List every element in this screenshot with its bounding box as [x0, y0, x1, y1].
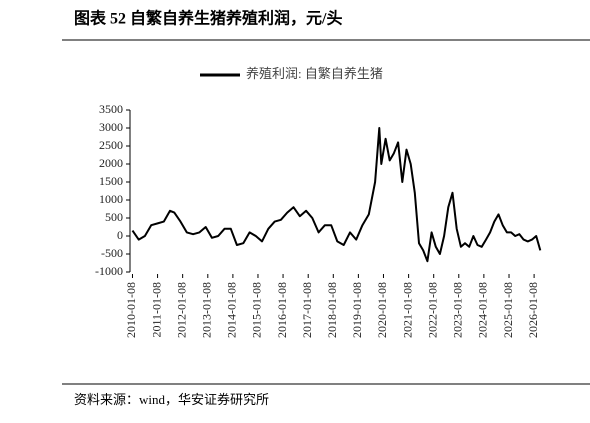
x-tick-label: 2010-01-08: [124, 282, 138, 338]
y-tick-label: 500: [105, 210, 123, 224]
x-tick-label: 2012-01-08: [174, 282, 188, 338]
chart-title: 图表 52 自繁自养生猪养殖利润，元/头: [74, 9, 342, 28]
y-tick-label: 0: [117, 228, 123, 242]
x-tick-label: 2013-01-08: [200, 282, 214, 338]
series-line: [131, 127, 542, 263]
x-tick-label: 2011-01-08: [149, 282, 163, 338]
y-tick-label: 2000: [99, 156, 123, 170]
x-tick-label: 2019-01-08: [350, 282, 364, 338]
y-tick-label: 1500: [99, 174, 123, 188]
x-tick-label: 2020-01-08: [375, 282, 389, 338]
y-tick-label: -500: [101, 246, 123, 260]
x-tick-label: 2021-01-08: [400, 282, 414, 338]
legend-label: 养殖利润: 自繁自养生猪: [246, 66, 383, 81]
y-tick-label: 1000: [99, 192, 123, 206]
x-tick-label: 2024-01-08: [476, 282, 490, 338]
y-tick-label: 3500: [99, 102, 123, 116]
y-tick-label: 3000: [99, 120, 123, 134]
x-tick-label: 2017-01-08: [300, 282, 314, 338]
source: 资料来源：wind，华安证券研究所: [74, 392, 269, 407]
x-tick-label: 2015-01-08: [250, 282, 264, 338]
x-tick-label: 2018-01-08: [325, 282, 339, 338]
x-tick-label: 2023-01-08: [451, 282, 465, 338]
x-tick-label: 2016-01-08: [275, 282, 289, 338]
x-tick-label: 2026-01-08: [526, 282, 540, 338]
x-tick-label: 2025-01-08: [501, 282, 515, 338]
y-tick-label: -1000: [95, 264, 123, 278]
x-tick-label: 2014-01-08: [225, 282, 239, 338]
x-tick-label: 2022-01-08: [425, 282, 439, 338]
y-tick-label: 2500: [99, 138, 123, 152]
